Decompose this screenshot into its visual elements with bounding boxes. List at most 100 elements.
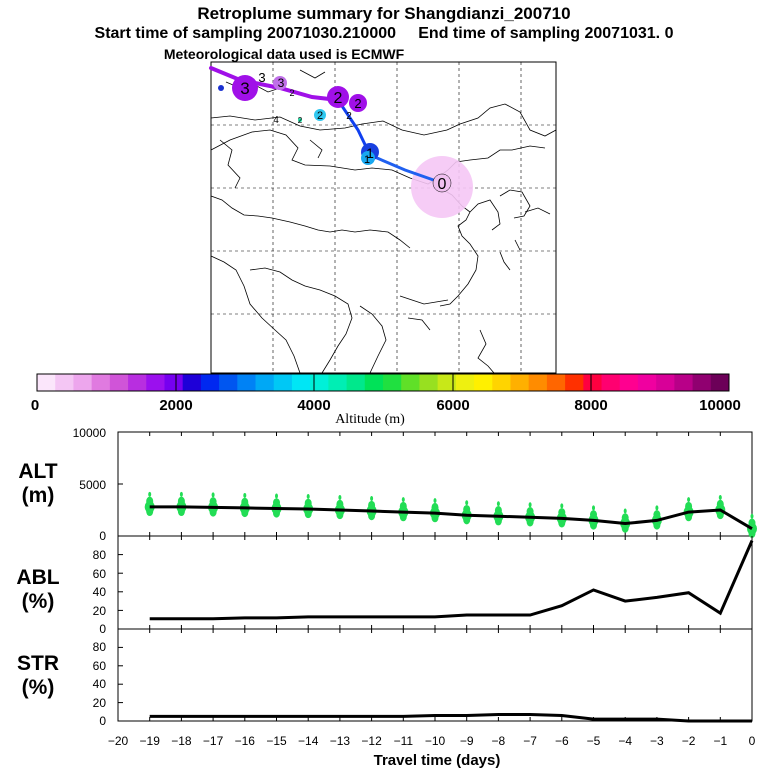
alt-cluster-point <box>558 518 566 528</box>
colorbar-cell <box>474 374 493 391</box>
alt-cluster-point <box>148 491 152 497</box>
traj-label-1a: 1 <box>366 145 374 161</box>
colorbar-cell <box>656 374 675 391</box>
alt-cluster-point <box>179 491 183 497</box>
alt-cluster-point <box>368 511 376 521</box>
colorbar-cell <box>546 374 566 391</box>
str-tick-0: 0 <box>99 714 106 728</box>
alt-cluster-point <box>653 510 661 520</box>
colorbar-cell <box>455 374 475 391</box>
str-panel: STR (%) 80 60 40 20 0 <box>17 628 753 728</box>
x-tick-label: −11 <box>394 734 414 748</box>
colorbar-cell <box>164 374 184 391</box>
alt-cluster-point <box>336 499 344 509</box>
alt-cluster-point <box>243 492 247 498</box>
abl-tick-20: 20 <box>93 604 107 618</box>
alt-cluster-point <box>306 493 310 499</box>
str-tick-80: 80 <box>93 640 107 654</box>
traj-label-4: 4 <box>273 115 279 126</box>
alt-cluster-point <box>146 507 154 517</box>
colorbar-cell <box>219 374 238 391</box>
alt-cluster-point <box>558 508 566 518</box>
trajectory-markers: 0 1 1 2 2 2 2 3 3 3 2 2 4 <box>218 70 452 193</box>
alt-cluster-point <box>528 502 532 508</box>
colorbar-cell <box>91 374 111 391</box>
colorbar-cell <box>255 374 275 391</box>
traj-label-2f: 2 <box>346 111 352 122</box>
series-line-2 <box>149 713 752 723</box>
x-tick-label: −4 <box>618 734 632 748</box>
traj-label-3a: 3 <box>240 79 249 98</box>
colorbar-cell <box>291 374 311 391</box>
alt-label-bottom: (m) <box>22 484 55 507</box>
colorbar-cell <box>692 374 712 391</box>
alt-cluster-point <box>526 507 534 517</box>
alt-cluster-point <box>621 513 629 523</box>
colorbar-cell <box>237 374 257 391</box>
x-tick-label: −13 <box>330 734 351 748</box>
alt-cluster-point <box>685 512 693 522</box>
alt-cluster-point <box>177 507 185 517</box>
alt-cluster-point <box>399 512 407 522</box>
alt-tick-0: 0 <box>99 529 106 543</box>
colorbar-cell <box>528 374 548 391</box>
alt-panel: ALT (m) 10000 5000 0 <box>18 426 753 543</box>
cbar-tick-6000: 6000 <box>436 397 469 414</box>
x-tick-label: −10 <box>425 734 446 748</box>
colorbar-cell <box>128 374 147 391</box>
alt-cluster-point <box>526 517 534 527</box>
abl-label-top: ABL <box>16 566 59 589</box>
alt-cluster-point <box>494 516 502 526</box>
series-line-0 <box>149 505 753 531</box>
colorbar: 0 2000 4000 6000 8000 10000 Altitude (m) <box>31 373 741 427</box>
str-tick-40: 40 <box>93 677 107 691</box>
colorbar-cell <box>637 374 657 391</box>
traj-label-2e: 2 <box>289 88 294 98</box>
colorbar-cell <box>437 374 457 391</box>
x-tick-label: −2 <box>682 734 696 748</box>
abl-panel: ABL (%) 80 60 40 20 0 <box>16 535 753 636</box>
abl-tick-60: 60 <box>93 567 107 581</box>
x-tick-label: −15 <box>266 734 287 748</box>
traj-label-2c: 2 <box>317 110 323 122</box>
colorbar-cell <box>419 374 439 391</box>
alt-cluster-point <box>370 496 374 502</box>
alt-cluster-point <box>687 497 691 503</box>
x-tick-label: −12 <box>361 734 382 748</box>
colorbar-cell <box>364 374 384 391</box>
alt-cluster-point <box>685 501 693 511</box>
colorbar-cell <box>492 374 511 391</box>
colorbar-cell <box>310 374 329 391</box>
alt-cluster-point <box>653 520 661 530</box>
cbar-tick-10000: 10000 <box>699 397 741 414</box>
colorbar-cell <box>383 374 402 391</box>
cbar-tick-2000: 2000 <box>159 397 192 414</box>
abl-tick-40: 40 <box>93 585 107 599</box>
alt-cluster-point <box>590 520 597 530</box>
alt-cluster-point <box>368 500 376 510</box>
alt-cluster-point <box>241 508 249 518</box>
colorbar-cell <box>346 374 366 391</box>
traj-label-0: 0 <box>438 176 447 193</box>
alt-cluster-point <box>463 515 471 525</box>
alt-cluster-point <box>748 518 756 528</box>
cbar-tick-0: 0 <box>31 397 39 414</box>
traj-label-2b: 2 <box>354 96 361 111</box>
colorbar-label: Altitude (m) <box>335 412 405 427</box>
colorbar-cell <box>510 374 530 391</box>
alt-cluster-point <box>304 509 312 519</box>
alt-cluster-point <box>338 495 342 501</box>
x-tick-label: −6 <box>555 734 569 748</box>
colorbar-cell <box>601 374 621 391</box>
sampling-times: Start time of sampling 20071030.210000 E… <box>0 25 768 43</box>
plot-layer <box>117 431 757 723</box>
colorbar-cell <box>583 374 603 391</box>
alt-cluster-point <box>716 499 724 509</box>
alt-cluster-point <box>304 498 312 508</box>
traj-label-2d: 2 <box>298 116 303 125</box>
alt-cluster-point <box>273 508 280 518</box>
alt-cluster-point <box>592 505 595 511</box>
colorbar-cell <box>109 374 129 391</box>
colorbar-cell <box>73 374 93 391</box>
alt-cluster-point <box>655 505 659 511</box>
